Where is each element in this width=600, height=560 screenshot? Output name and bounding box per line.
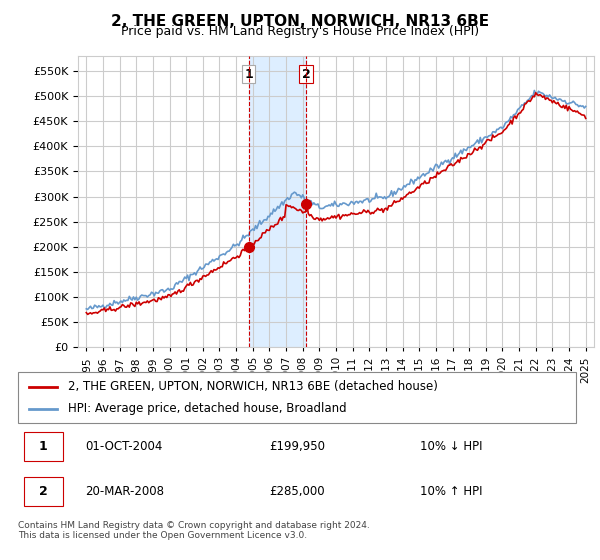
Text: 2, THE GREEN, UPTON, NORWICH, NR13 6BE (detached house): 2, THE GREEN, UPTON, NORWICH, NR13 6BE (… [68,380,438,393]
Text: Price paid vs. HM Land Registry's House Price Index (HPI): Price paid vs. HM Land Registry's House … [121,25,479,38]
Text: 1: 1 [244,68,253,81]
Text: 10% ↓ HPI: 10% ↓ HPI [420,440,482,453]
FancyBboxPatch shape [18,372,576,423]
Text: 2: 2 [39,485,47,498]
FancyBboxPatch shape [23,477,62,506]
Bar [248,56,307,347]
Text: 01-OCT-2004: 01-OCT-2004 [85,440,163,453]
Text: 2, THE GREEN, UPTON, NORWICH, NR13 6BE: 2, THE GREEN, UPTON, NORWICH, NR13 6BE [111,14,489,29]
Text: £199,950: £199,950 [269,440,325,453]
Text: £285,000: £285,000 [269,485,325,498]
Text: 20-MAR-2008: 20-MAR-2008 [85,485,164,498]
Text: 10% ↑ HPI: 10% ↑ HPI [420,485,482,498]
Text: HPI: Average price, detached house, Broadland: HPI: Average price, detached house, Broa… [68,402,347,415]
Text: 1: 1 [39,440,47,453]
Text: 2: 2 [302,68,311,81]
FancyBboxPatch shape [23,432,62,461]
Text: Contains HM Land Registry data © Crown copyright and database right 2024.
This d: Contains HM Land Registry data © Crown c… [18,521,370,540]
